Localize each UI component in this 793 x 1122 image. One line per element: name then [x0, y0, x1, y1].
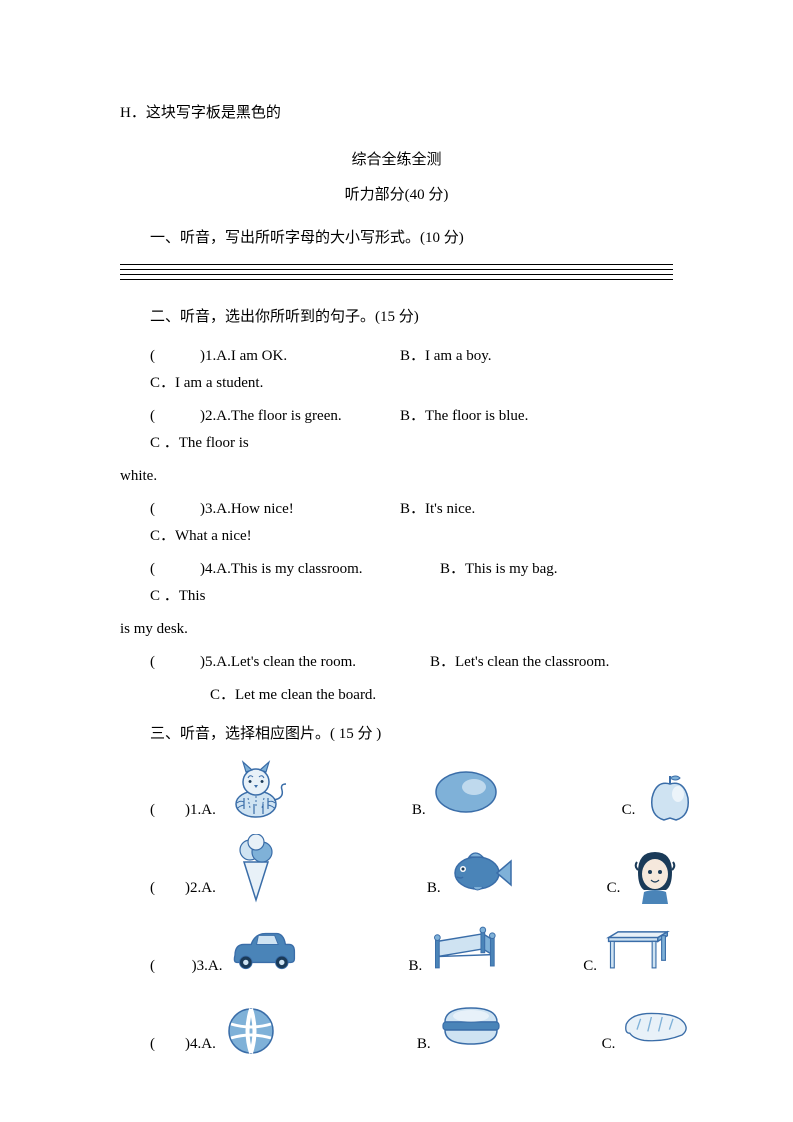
s3-r2-a: )2.A.	[155, 875, 216, 902]
s3-r4-c: C.	[572, 1031, 616, 1058]
paren: (	[120, 403, 170, 430]
section1-title: 一、听音，写出所听字母的大小写形式。(10 分)	[120, 225, 673, 252]
s2-q5-c: C．Let me clean the board.	[120, 682, 673, 709]
s2-q1-a: )1.A.I am OK.	[170, 343, 370, 370]
s3-row1: ( )1.A. B.	[120, 760, 673, 824]
paren: (	[120, 1031, 155, 1058]
s2-q2-cont: white.	[120, 463, 673, 490]
paren: (	[120, 343, 170, 370]
s2-q2-a: )2.A.The floor is green.	[170, 403, 370, 430]
car-icon	[226, 916, 298, 980]
header-h-line: H．这块写字板是黑色的	[120, 100, 673, 127]
header-h-text: H．这块写字板是黑色的	[120, 105, 281, 121]
s3-r3-a: )3.A.	[162, 953, 223, 980]
section2-title: 二、听音，选出你所听到的句子。(15 分)	[120, 304, 673, 331]
s2-q4-c: C ．This	[120, 583, 205, 610]
cat-icon	[220, 760, 292, 824]
s2-q2-c: C ．The floor is	[120, 430, 249, 457]
s3-r4-a: )4.A.	[155, 1031, 216, 1058]
s3-r1-b: B.	[382, 797, 426, 824]
s3-r3-b: B.	[378, 953, 422, 980]
s3-r2-b: B.	[397, 875, 441, 902]
paren: (	[120, 953, 162, 980]
s2-q2: ( )2.A.The floor is green. B．The floor i…	[120, 403, 673, 457]
s3-row3: ( )3.A. B.	[120, 916, 673, 980]
egg-icon	[430, 760, 502, 824]
s3-r2-c: C.	[577, 875, 621, 902]
s2-q3-c: C．What a nice!	[120, 523, 252, 550]
paren: (	[120, 797, 155, 824]
hamburger-icon	[435, 994, 507, 1058]
s3-row4: ( )4.A. B. C.	[120, 994, 673, 1058]
s2-q2-b: B．The floor is blue.	[370, 403, 560, 430]
desk-icon	[601, 916, 673, 980]
main-title: 综合全练全测	[120, 147, 673, 174]
s2-q4-cont: is my desk.	[120, 616, 673, 643]
paren: (	[120, 496, 170, 523]
s2-q3: ( )3.A.How nice! B．It's nice. C．What a n…	[120, 496, 673, 550]
s2-q1: ( )1.A.I am OK. B．I am a boy. C．I am a s…	[120, 343, 673, 397]
section3-title: 三、听音，选择相应图片。( 15 分 )	[120, 721, 673, 748]
bed-icon	[426, 916, 498, 980]
s3-r1-c: C.	[592, 797, 636, 824]
s3-row2: ( )2.A. B. C.	[120, 838, 673, 902]
bread-icon	[619, 994, 691, 1058]
s2-q5: ( )5.A.Let's clean the room. B．Let's cle…	[120, 649, 673, 676]
ball-icon	[220, 1004, 282, 1058]
s2-q1-b: B．I am a boy.	[370, 343, 550, 370]
icecream-icon	[220, 838, 292, 902]
girl-icon	[624, 848, 686, 902]
sub-title: 听力部分(40 分)	[120, 182, 673, 209]
paren: (	[120, 556, 170, 583]
s3-r4-b: B.	[387, 1031, 431, 1058]
s2-q1-c: C．I am a student.	[120, 370, 263, 397]
paren: (	[120, 649, 170, 676]
s3-r1-a: )1.A.	[155, 797, 216, 824]
s2-q4-a: )4.A.This is my classroom.	[170, 556, 410, 583]
writing-lines	[120, 264, 673, 280]
paren: (	[120, 875, 155, 902]
s3-r3-c: C.	[553, 953, 597, 980]
s2-q4: ( )4.A.This is my classroom. B．This is m…	[120, 556, 673, 610]
s2-q5-a: )5.A.Let's clean the room.	[170, 649, 400, 676]
s2-q5-b: B．Let's clean the classroom.	[400, 649, 609, 676]
s2-q4-b: B．This is my bag.	[410, 556, 590, 583]
s2-q3-b: B．It's nice.	[370, 496, 550, 523]
apple-icon	[639, 770, 701, 824]
fish-icon	[445, 838, 517, 902]
s2-q3-a: )3.A.How nice!	[170, 496, 370, 523]
